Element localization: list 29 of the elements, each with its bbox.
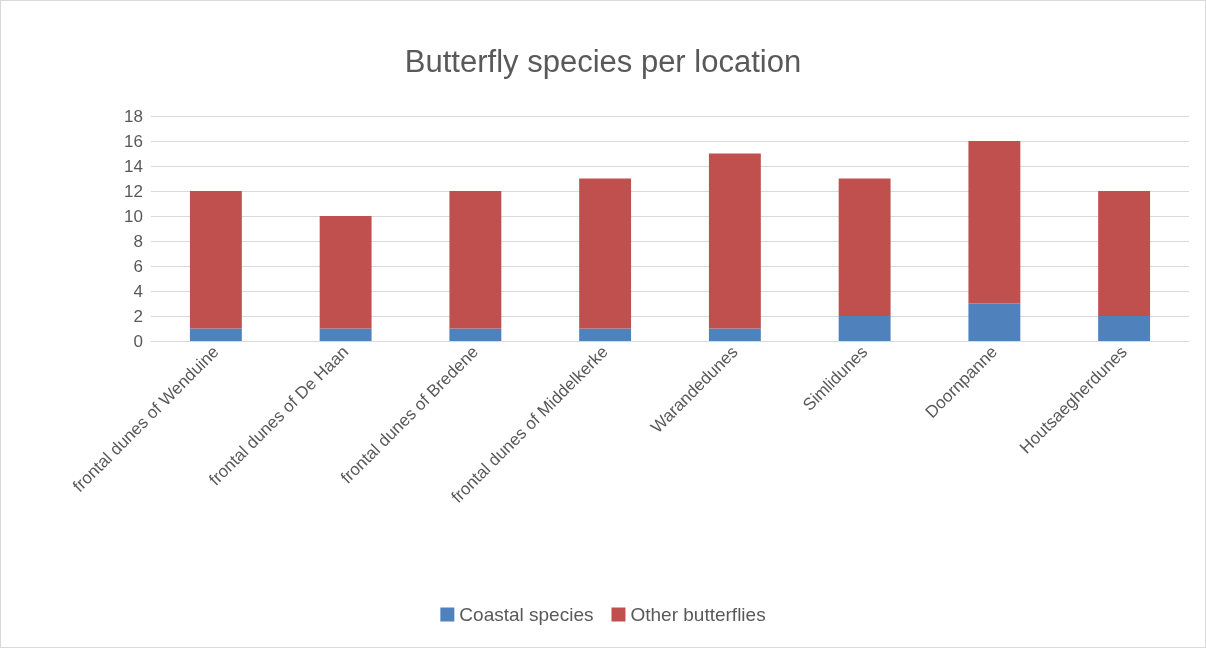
bar — [579, 178, 632, 329]
y-tick-label: 8 — [133, 231, 143, 251]
y-tick-label: 12 — [124, 181, 143, 201]
y-tick-label: 6 — [133, 256, 143, 276]
y-tick-label: 16 — [124, 131, 143, 151]
y-tick-label: 0 — [133, 331, 143, 351]
bar — [449, 328, 502, 341]
legend-label: Other butterflies — [630, 604, 766, 625]
bar — [968, 303, 1021, 341]
bar — [189, 191, 242, 329]
bar — [838, 178, 891, 316]
bar — [708, 328, 761, 341]
bar — [189, 328, 242, 341]
bar — [449, 191, 502, 329]
y-tick-label: 4 — [133, 281, 143, 301]
y-tick-label: 18 — [124, 106, 143, 126]
y-tick-label: 10 — [124, 206, 143, 226]
bar — [1098, 191, 1151, 316]
bar — [579, 328, 632, 341]
chart-title: Butterfly species per location — [404, 44, 802, 79]
y-tick-label: 14 — [124, 156, 143, 176]
bar — [319, 216, 372, 329]
bar — [968, 141, 1021, 304]
bar — [708, 153, 761, 329]
y-tick-label: 2 — [133, 306, 143, 326]
legend-label: Coastal species — [459, 604, 594, 625]
bar — [1098, 316, 1151, 341]
bar — [319, 328, 372, 341]
bar — [838, 316, 891, 341]
